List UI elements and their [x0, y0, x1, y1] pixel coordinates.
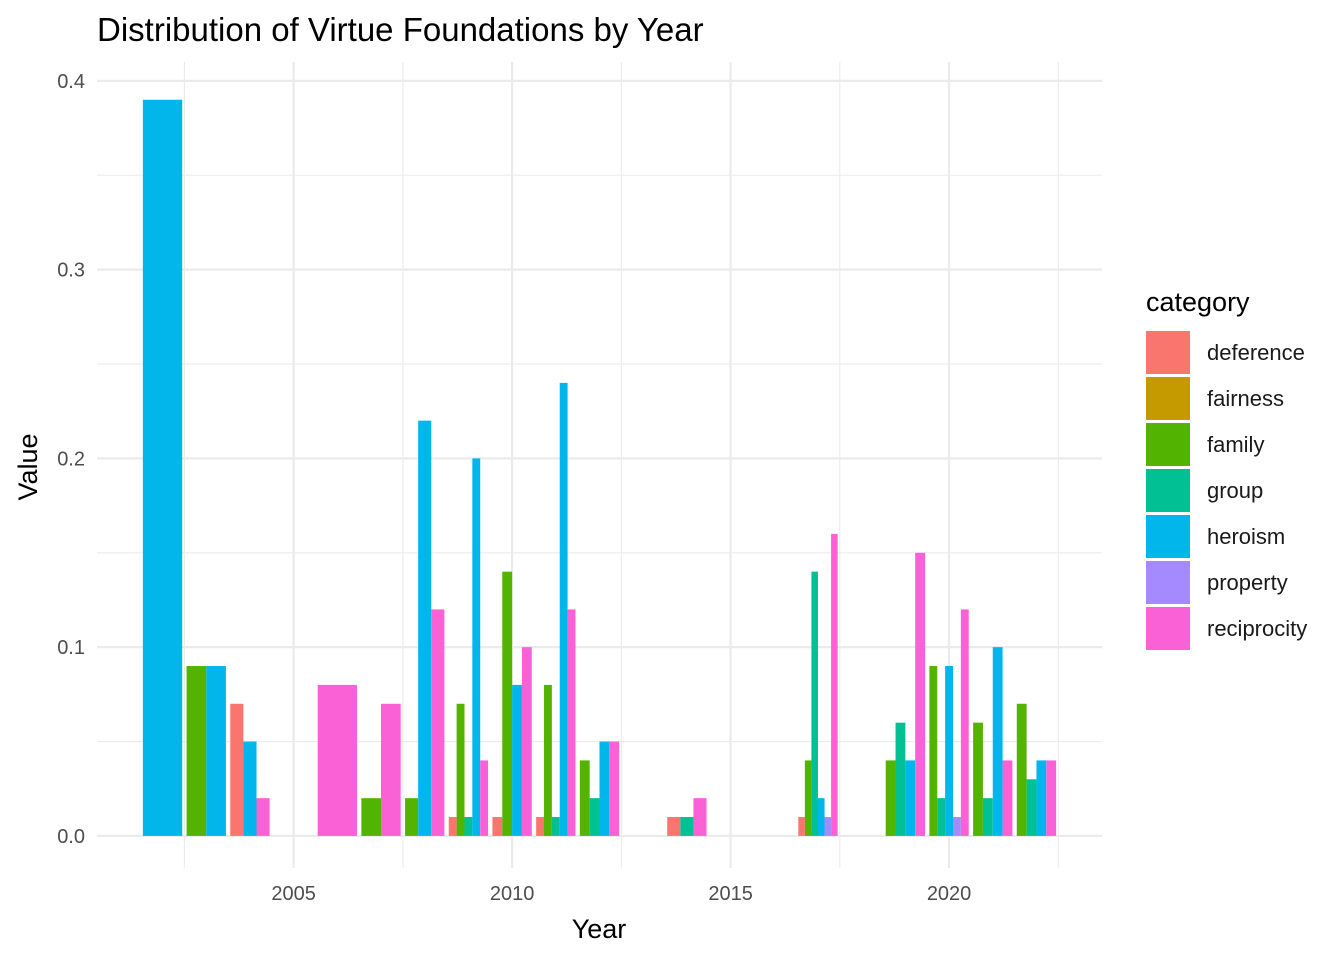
y-tick-label: 0.0: [57, 826, 85, 848]
bar-family-2022: [1016, 703, 1027, 836]
legend-key-deference: [1146, 331, 1190, 374]
legend-label-deference: deference: [1207, 340, 1305, 365]
bar-family-2008: [405, 798, 419, 836]
bar-heroism-2009: [472, 458, 481, 836]
bar-property-2017: [824, 817, 832, 836]
bar-deference-2004: [230, 703, 244, 836]
legend: category deference fairness family group her…: [1146, 287, 1307, 650]
bar-family-2003: [186, 666, 207, 836]
legend-key-group: [1146, 469, 1190, 512]
bar-heroism-2002: [142, 99, 183, 836]
x-axis-title: Year: [572, 914, 627, 944]
bar-reciprocity-2007: [381, 703, 401, 836]
bar-property-2020: [952, 817, 961, 836]
legend-label-property: property: [1207, 570, 1288, 595]
bar-family-2021: [973, 722, 983, 836]
bar-reciprocity-2020: [960, 609, 969, 836]
bar-deference-2010: [492, 817, 503, 836]
chart-title: Distribution of Virtue Foundations by Ye…: [97, 11, 704, 48]
bar-group-2011: [551, 817, 560, 836]
bar-heroism-2022: [1036, 760, 1047, 836]
legend-key-reciprocity: [1146, 607, 1190, 650]
bar-group-2017: [811, 571, 818, 836]
bar-reciprocity-2011: [567, 609, 576, 836]
bar-group-2021: [982, 798, 993, 836]
legend-key-property: [1146, 561, 1190, 604]
legend-label-fairness: fairness: [1207, 386, 1284, 411]
bar-reciprocity-2014: [693, 798, 707, 836]
bar-heroism-2017: [817, 798, 825, 836]
bar-reciprocity-2022: [1046, 760, 1057, 836]
bar-family-2012: [579, 760, 590, 836]
bar-group-2022: [1026, 779, 1037, 836]
y-axis-title: Value: [13, 433, 43, 500]
legend-key-fairness: [1146, 377, 1190, 420]
x-axis-ticks: 2005 2010 2015 2020: [271, 883, 971, 905]
legend-label-reciprocity: reciprocity: [1207, 616, 1307, 641]
bar-deference-2014: [667, 817, 681, 836]
bar-group-2012: [589, 798, 600, 836]
bar-group-2014: [680, 817, 694, 836]
bar-reciprocity-2012: [609, 741, 620, 836]
bar-heroism-2021: [992, 647, 1003, 836]
bar-family-2009: [456, 703, 465, 836]
bar-family-2017: [804, 760, 812, 836]
gridlines: [97, 62, 1102, 868]
bar-group-2020: [937, 798, 946, 836]
bar-group-2019: [895, 722, 906, 836]
bar-reciprocity-2009: [480, 760, 489, 836]
legend-label-family: family: [1207, 432, 1264, 457]
bar-family-2019: [885, 760, 896, 836]
bar-deference-2011: [536, 817, 545, 836]
legend-key-heroism: [1146, 515, 1190, 558]
bar-heroism-2004: [243, 741, 257, 836]
bar-reciprocity-2017: [831, 533, 838, 836]
bar-deference-2009: [448, 817, 457, 836]
bar-family-2020: [929, 666, 938, 836]
y-tick-label: 0.3: [57, 260, 85, 282]
bar-reciprocity-2019: [915, 552, 926, 836]
bar-group-2009: [464, 817, 473, 836]
x-tick-label: 2020: [927, 883, 972, 905]
bar-family-2011: [544, 684, 552, 836]
x-tick-label: 2015: [708, 883, 753, 905]
bar-deference-2017: [798, 817, 805, 836]
bar-reciprocity-2010: [521, 647, 532, 836]
legend-label-heroism: heroism: [1207, 524, 1285, 549]
bar-heroism-2011: [559, 382, 568, 836]
y-tick-label: 0.1: [57, 637, 85, 659]
bar-family-2010: [502, 571, 513, 836]
y-tick-label: 0.4: [57, 71, 85, 93]
bar-heroism-2010: [512, 684, 522, 836]
bar-family-2007: [361, 798, 382, 836]
bar-heroism-2012: [599, 741, 610, 836]
bar-heroism-2020: [945, 666, 953, 836]
bar-heroism-2019: [905, 760, 916, 836]
bar-reciprocity-2004: [256, 798, 270, 836]
y-axis-ticks: 0.0 0.1 0.2 0.3 0.4: [57, 71, 85, 848]
y-tick-label: 0.2: [57, 448, 85, 470]
x-tick-label: 2005: [271, 883, 316, 905]
legend-key-family: [1146, 423, 1190, 466]
bars: [142, 99, 1057, 836]
bar-reciprocity-2021: [1002, 760, 1013, 836]
bar-reciprocity-2006: [317, 684, 357, 836]
x-tick-label: 2010: [490, 883, 535, 905]
legend-label-group: group: [1207, 478, 1263, 503]
bar-reciprocity-2008: [431, 609, 445, 836]
bar-heroism-2003: [206, 666, 226, 836]
legend-title: category: [1146, 287, 1250, 317]
bar-heroism-2008: [418, 420, 432, 836]
